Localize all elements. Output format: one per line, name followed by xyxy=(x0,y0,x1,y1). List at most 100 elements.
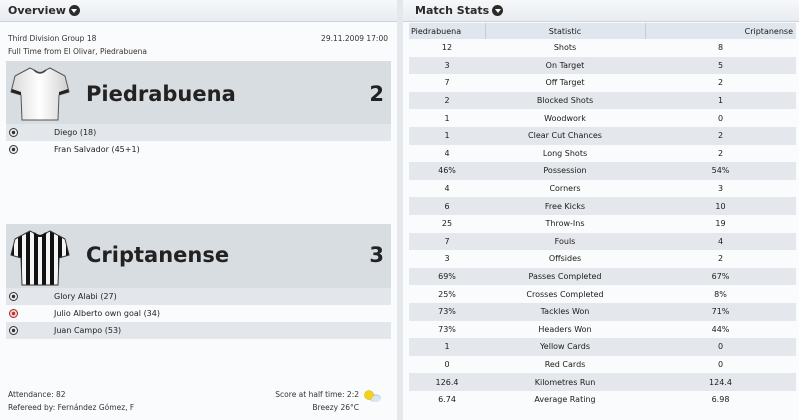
stat-home-value: 4 xyxy=(444,184,450,194)
stat-home-value: 7 xyxy=(409,232,485,251)
stat-label: On Target xyxy=(485,56,645,75)
venue-label: Full Time from El Olivar, Piedrabuena xyxy=(8,47,147,56)
stat-home-value: 25 xyxy=(441,219,453,229)
stat-away-value: 2 xyxy=(717,254,724,264)
stat-label: Free Kicks xyxy=(485,197,645,215)
stat-row: 4 Corners 3 xyxy=(409,180,796,198)
stat-home-value: 2 xyxy=(409,91,485,110)
stat-away-value: 1 xyxy=(645,91,796,110)
referee-label[interactable]: Refereed by: Fernández Gómez, F xyxy=(8,403,135,412)
match-stats-dropdown-icon[interactable] xyxy=(492,5,504,16)
overview-panel: Overview Third Division Group 18 29.11.2… xyxy=(0,0,397,420)
stat-home-value: 4 xyxy=(444,148,450,158)
stat-home-value: 12 xyxy=(441,43,453,53)
home-team-band: Piedrabuena 2 xyxy=(6,61,391,128)
away-goal-scorer[interactable]: Julio Alberto own goal (34) xyxy=(54,309,160,318)
stat-away-value: 67% xyxy=(645,267,796,286)
stat-home-value: 69% xyxy=(409,267,485,286)
home-goal-row: Fran Salvador (45+1) xyxy=(6,141,391,158)
stat-row: 3 On Target 5 xyxy=(409,56,796,75)
stat-row: 25 Throw-Ins 19 xyxy=(409,215,796,233)
stat-row: 6 Free Kicks 10 xyxy=(409,197,796,215)
away-team-name[interactable]: Criptanense xyxy=(86,243,230,267)
overview-header: Overview xyxy=(0,0,397,22)
home-team-score: 2 xyxy=(369,82,384,106)
away-team-band: Criptanense 3 xyxy=(6,224,391,291)
stat-home-value: 6 xyxy=(409,197,485,215)
home-goal-row: Diego (18) xyxy=(6,124,391,141)
white-shirt-icon xyxy=(10,67,70,121)
stat-away-value: 0 xyxy=(717,113,724,123)
stat-row: 6.74 Average Rating 6.98 xyxy=(409,391,796,409)
stat-row: 1 Woodwork 0 xyxy=(409,109,796,127)
stat-label: Long Shots xyxy=(542,148,588,158)
stat-away-value: 4 xyxy=(645,232,796,251)
stat-label: Off Target xyxy=(545,78,585,88)
black-white-striped-shirt-icon xyxy=(10,230,70,286)
goal-ball-icon xyxy=(9,128,18,137)
stat-home-value: 126.4 xyxy=(409,373,485,391)
column-header-statistic[interactable]: Statistic xyxy=(485,23,646,39)
stat-away-value: 19 xyxy=(715,219,726,229)
stat-row: 69% Passes Completed 67% xyxy=(409,267,796,286)
stat-label: Possession xyxy=(485,162,645,180)
stat-away-value: 5 xyxy=(645,56,796,75)
stat-row: 25% Crosses Completed 8% xyxy=(409,285,796,303)
away-team-score: 3 xyxy=(369,243,384,267)
stat-away-value: 44% xyxy=(711,324,730,334)
away-goal-scorer[interactable]: Juan Campo (53) xyxy=(54,326,122,335)
stat-home-value: 0 xyxy=(444,359,450,369)
stat-row: 3 Offsides 2 xyxy=(409,250,796,268)
stat-label: Red Cards xyxy=(544,359,586,369)
stat-label: Yellow Cards xyxy=(485,338,645,356)
goal-ball-icon xyxy=(9,292,18,301)
stat-away-value: 54% xyxy=(645,162,796,180)
stat-away-value: 8% xyxy=(714,289,727,299)
stat-label: Throw-Ins xyxy=(545,219,585,229)
stat-label: Tackles Won xyxy=(485,302,645,321)
overview-dropdown-icon[interactable] xyxy=(68,5,80,16)
goal-ball-icon xyxy=(9,145,18,154)
stat-row: 2 Blocked Shots 1 xyxy=(409,91,796,110)
stat-home-value: 25% xyxy=(438,289,456,299)
away-goal-scorer[interactable]: Glory Alabi (27) xyxy=(54,292,117,301)
half-time-score: Score at half time: 2:2 xyxy=(275,390,359,399)
stat-away-value: 10 xyxy=(645,197,796,215)
weather-label: Breezy 26°C xyxy=(312,403,359,412)
stat-home-value: 73% xyxy=(409,302,485,321)
match-stats-header: Match Stats xyxy=(403,0,799,22)
stat-label: Woodwork xyxy=(544,113,586,123)
stat-row: 1 Clear Cut Chances 2 xyxy=(409,126,796,145)
home-goal-scorer[interactable]: Diego (18) xyxy=(54,128,97,137)
stat-label: Average Rating xyxy=(534,395,596,405)
competition-label[interactable]: Third Division Group 18 xyxy=(8,34,97,43)
home-goal-scorer[interactable]: Fran Salvador (45+1) xyxy=(54,145,140,154)
attendance-label: Attendance: 82 xyxy=(8,390,66,399)
stat-away-value: 2 xyxy=(645,126,796,145)
stat-label: Blocked Shots xyxy=(485,91,645,110)
overview-title: Overview xyxy=(8,4,66,17)
stat-away-value: 0 xyxy=(717,359,724,369)
stat-away-value: 0 xyxy=(645,338,796,356)
match-date: 29.11.2009 17:00 xyxy=(321,34,388,43)
goal-ball-icon xyxy=(9,326,18,335)
own-goal-ball-icon xyxy=(9,309,18,318)
stat-home-value: 1 xyxy=(409,338,485,356)
stat-row: 0 Red Cards 0 xyxy=(409,356,796,374)
away-goal-row: Juan Campo (53) xyxy=(6,322,391,339)
stat-home-value: 3 xyxy=(444,254,450,264)
away-goal-row: Julio Alberto own goal (34) xyxy=(6,305,391,322)
stat-away-value: 8 xyxy=(717,43,724,53)
stat-label: Corners xyxy=(549,184,581,194)
stat-row: 7 Fouls 4 xyxy=(409,232,796,251)
home-team-name[interactable]: Piedrabuena xyxy=(86,82,236,106)
stat-home-value: 73% xyxy=(438,324,456,334)
stat-away-value: 2 xyxy=(717,78,724,88)
column-header-home[interactable]: Piedrabuena xyxy=(409,23,486,39)
column-header-away[interactable]: Criptanense xyxy=(645,23,796,39)
stat-row: 73% Tackles Won 71% xyxy=(409,302,796,321)
sun-cloud-icon xyxy=(364,390,381,402)
stat-away-value: 6.98 xyxy=(711,395,730,405)
stat-row: 126.4 Kilometres Run 124.4 xyxy=(409,373,796,391)
match-stats-panel: Match Stats Piedrabuena Statistic Cripta… xyxy=(403,0,799,420)
